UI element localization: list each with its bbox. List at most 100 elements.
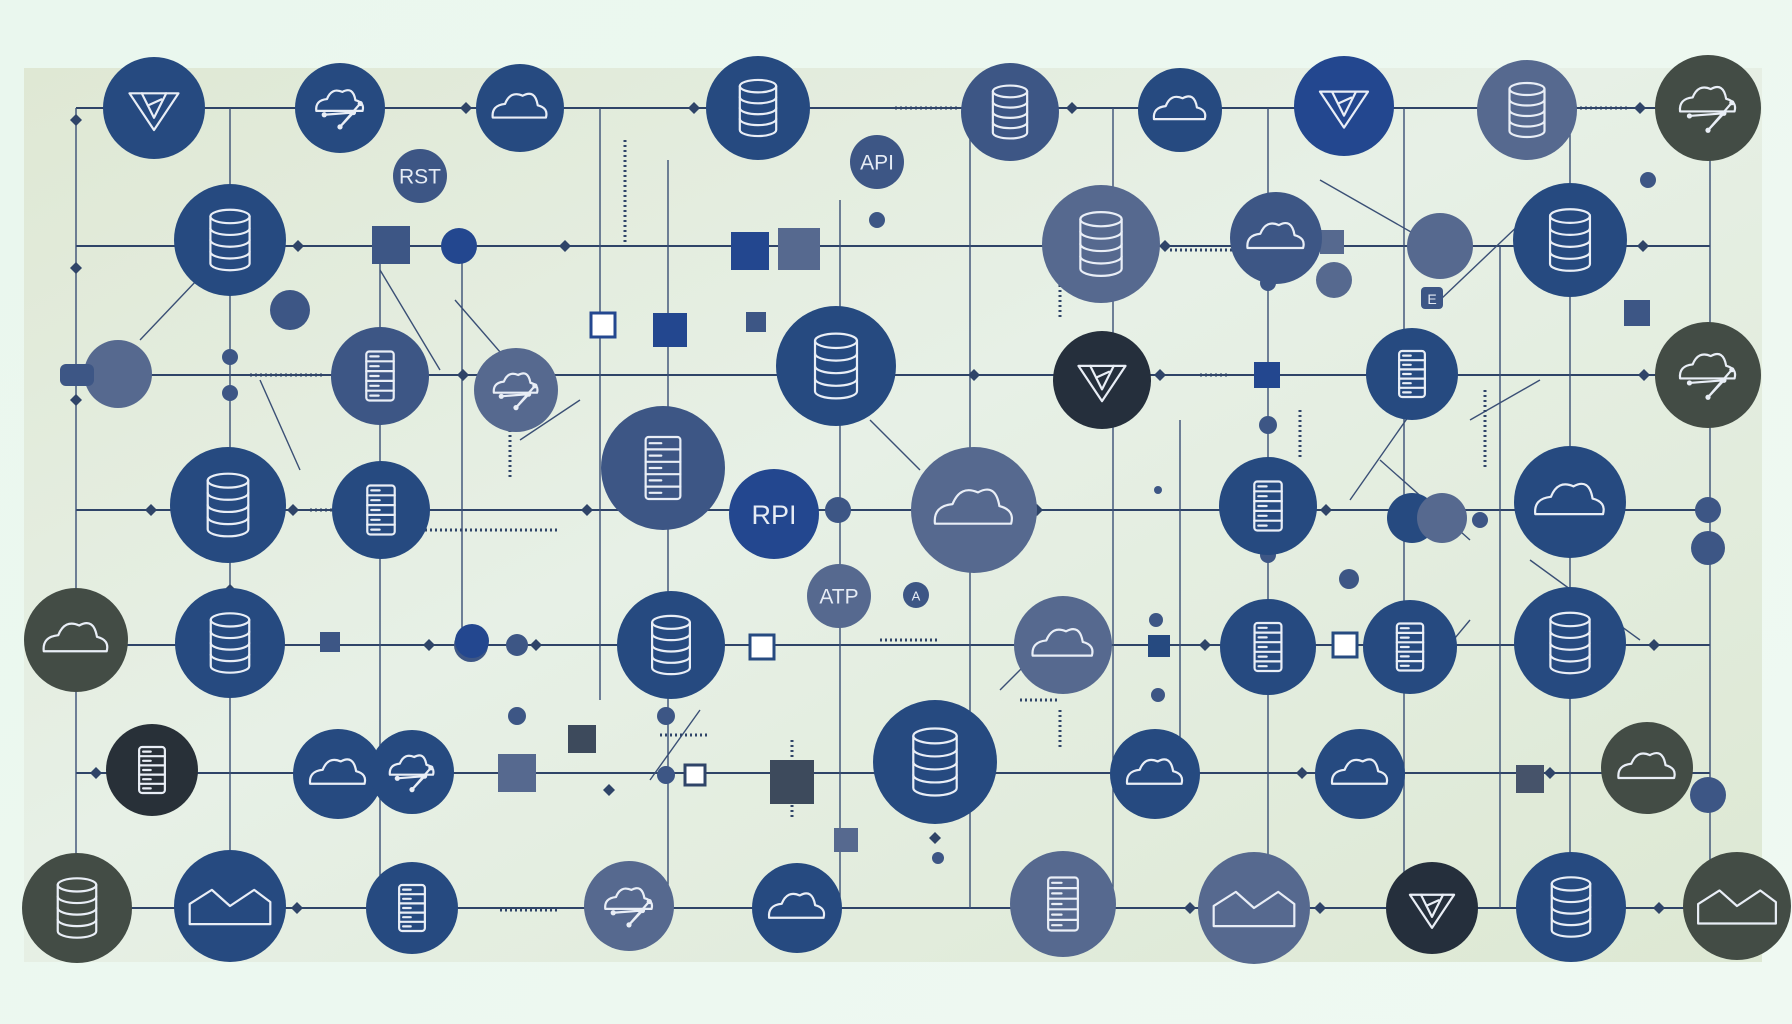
- network-node[interactable]: [106, 724, 198, 816]
- connector-shapes: [60, 102, 1726, 914]
- network-node[interactable]: [24, 588, 128, 692]
- network-node[interactable]: [1014, 596, 1112, 694]
- network-node[interactable]: [1315, 729, 1405, 819]
- network-node[interactable]: [1477, 60, 1577, 160]
- cloud-icon: [933, 488, 1013, 525]
- rpi-label: RPI: [751, 500, 796, 530]
- network-node[interactable]: [331, 327, 429, 425]
- network-node[interactable]: [293, 729, 383, 819]
- junction-diamond: [968, 369, 980, 381]
- network-node[interactable]: [1053, 331, 1151, 429]
- plain-node[interactable]: [1316, 262, 1352, 298]
- network-node[interactable]: [911, 447, 1037, 573]
- plain-node[interactable]: [84, 340, 152, 408]
- connector-square: [372, 226, 410, 264]
- server-rack-icon: [138, 745, 166, 795]
- network-node[interactable]: [706, 56, 810, 160]
- junction-diamond: [292, 240, 304, 252]
- network-node[interactable]: [1655, 322, 1761, 428]
- cloud-icon: [1330, 758, 1389, 785]
- plain-node[interactable]: [455, 624, 489, 658]
- junction-dot: [869, 212, 885, 228]
- network-node[interactable]: [366, 862, 458, 954]
- network-node[interactable]: [1514, 587, 1626, 699]
- network-node[interactable]: [1516, 852, 1626, 962]
- network-node[interactable]: [776, 306, 896, 426]
- network-node[interactable]: [1219, 457, 1317, 555]
- network-node[interactable]: [961, 63, 1059, 161]
- network-node[interactable]: [1366, 328, 1458, 420]
- cloud-icon: [1152, 95, 1207, 121]
- junction-diamond: [581, 504, 593, 516]
- network-node[interactable]: [174, 850, 286, 962]
- connection-line: [519, 399, 581, 441]
- connection-line: [259, 379, 301, 471]
- junction-diamond: [287, 504, 299, 516]
- vector-logo-icon: [128, 92, 180, 132]
- junction-diamond: [1066, 102, 1078, 114]
- network-node[interactable]: [1110, 729, 1200, 819]
- cloud-network-icon: [604, 887, 654, 928]
- server-rack-icon: [398, 883, 426, 933]
- junction-dot: [1691, 531, 1725, 565]
- connector-square: [498, 754, 536, 792]
- network-node[interactable]: [1198, 852, 1310, 964]
- network-node[interactable]: [332, 461, 430, 559]
- api-node[interactable]: API: [850, 135, 904, 189]
- database-icon: [1508, 81, 1546, 139]
- junction-diamond: [460, 102, 472, 114]
- network-node[interactable]: [174, 184, 286, 296]
- small-a-node[interactable]: A: [903, 582, 929, 608]
- connector-square: [778, 228, 820, 270]
- cloud-network-icon: [1678, 352, 1737, 400]
- network-node[interactable]: [476, 64, 564, 152]
- network-node[interactable]: [873, 700, 997, 824]
- connection-line: [1469, 379, 1541, 421]
- connector-square: [1148, 635, 1170, 657]
- atp-node[interactable]: ATP: [807, 564, 871, 628]
- network-node[interactable]: [175, 588, 285, 698]
- rst-node[interactable]: RST: [393, 149, 447, 203]
- small-e-node[interactable]: E: [1421, 287, 1443, 309]
- network-node[interactable]: [601, 406, 725, 530]
- network-node[interactable]: [1513, 183, 1627, 297]
- network-node[interactable]: [1010, 851, 1116, 957]
- connector-square: [589, 311, 617, 339]
- network-node[interactable]: [170, 447, 286, 563]
- network-node[interactable]: [1601, 722, 1693, 814]
- plain-node[interactable]: [270, 290, 310, 330]
- junction-dot: [1640, 172, 1656, 188]
- network-node[interactable]: [1230, 192, 1322, 284]
- network-node[interactable]: [617, 591, 725, 699]
- junction-dot: [222, 349, 238, 365]
- network-node[interactable]: [1514, 446, 1626, 558]
- rst-label: RST: [399, 166, 441, 189]
- network-node[interactable]: [295, 63, 385, 153]
- rpi-node[interactable]: RPI: [729, 469, 819, 559]
- network-node[interactable]: [1138, 68, 1222, 152]
- network-node[interactable]: [584, 861, 674, 951]
- network-node[interactable]: [1655, 55, 1761, 161]
- network-node[interactable]: [22, 853, 132, 963]
- network-node[interactable]: [1042, 185, 1160, 303]
- plain-node[interactable]: [441, 228, 477, 264]
- connector-square: [653, 313, 687, 347]
- database-icon: [1548, 208, 1592, 272]
- network-node[interactable]: [1294, 56, 1394, 156]
- chart-icon: [1212, 890, 1296, 928]
- server-rack-icon: [1398, 349, 1426, 399]
- connector-square: [320, 632, 340, 652]
- diagram-panel: [24, 68, 1762, 962]
- network-node[interactable]: [474, 348, 558, 432]
- network-node[interactable]: [752, 863, 842, 953]
- network-node[interactable]: [1386, 862, 1478, 954]
- network-node[interactable]: [370, 730, 454, 814]
- network-node[interactable]: [103, 57, 205, 159]
- network-node[interactable]: [1363, 600, 1457, 694]
- vector-logo-icon: [1077, 364, 1127, 403]
- network-node[interactable]: [1683, 852, 1791, 960]
- network-node[interactable]: [1220, 599, 1316, 695]
- plain-node[interactable]: [1417, 493, 1467, 543]
- cloud-icon: [1125, 758, 1184, 785]
- plain-node[interactable]: [1407, 213, 1473, 279]
